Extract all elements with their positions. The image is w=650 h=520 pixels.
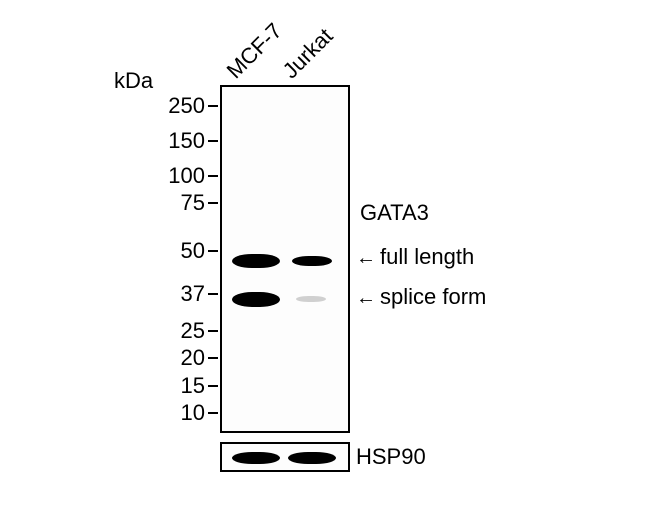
tick-100 [208, 175, 218, 177]
mw-250: 250 [155, 93, 205, 119]
full-length-label: full length [380, 244, 474, 270]
tick-250 [208, 105, 218, 107]
lane-label-jurkat: Jurkat [278, 23, 339, 84]
tick-50 [208, 250, 218, 252]
loading-control-membrane [220, 442, 350, 472]
arrow-splice-form: ← [356, 288, 376, 308]
band-mcf7-full-length [232, 254, 280, 268]
band-jurkat-full-length [292, 256, 332, 266]
tick-25 [208, 330, 218, 332]
western-blot-figure: kDa MCF-7 Jurkat 250 150 100 75 50 37 25… [60, 10, 600, 510]
mw-50: 50 [155, 238, 205, 264]
band-mcf7-hsp90 [232, 452, 280, 464]
band-mcf7-splice-form [232, 292, 280, 307]
tick-10 [208, 412, 218, 414]
mw-75: 75 [155, 190, 205, 216]
target-protein-label: GATA3 [360, 200, 429, 226]
splice-form-label: splice form [380, 284, 486, 310]
loading-control-label: HSP90 [356, 444, 426, 470]
main-blot-membrane [220, 85, 350, 433]
band-jurkat-splice-form [296, 296, 326, 302]
mw-15: 15 [155, 373, 205, 399]
lane-label-mcf7: MCF-7 [222, 18, 288, 84]
tick-15 [208, 385, 218, 387]
mw-100: 100 [155, 163, 205, 189]
mw-25: 25 [155, 318, 205, 344]
tick-37 [208, 293, 218, 295]
band-jurkat-hsp90 [288, 452, 336, 464]
mw-10: 10 [155, 400, 205, 426]
tick-75 [208, 202, 218, 204]
tick-150 [208, 140, 218, 142]
mw-37: 37 [155, 281, 205, 307]
mw-20: 20 [155, 345, 205, 371]
tick-20 [208, 357, 218, 359]
mw-150: 150 [155, 128, 205, 154]
arrow-full-length: ← [356, 248, 376, 268]
kda-unit-label: kDa [114, 68, 153, 94]
